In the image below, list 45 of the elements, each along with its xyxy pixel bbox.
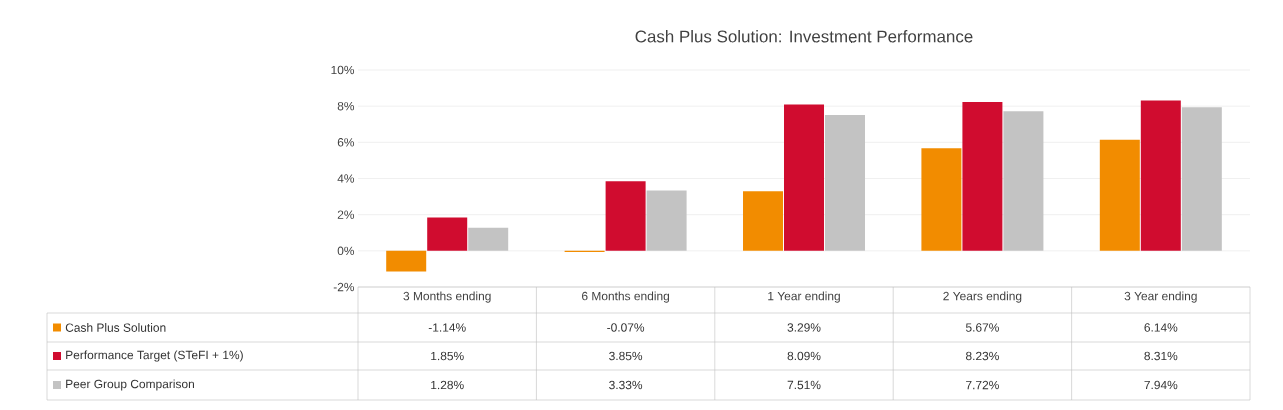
data-label: 3.85% [609,351,643,361]
bar [921,148,962,251]
y-tick-label: 10% [331,65,355,75]
bar [646,190,687,251]
x-tick-label: 2 Years ending [943,291,1022,303]
data-label: 3.29% [787,323,821,332]
bar [962,102,1003,251]
legend-label: Peer Group Comparison [66,379,194,391]
legend-label: Performance Target (STeFI + 1%) [66,350,243,362]
data-label: 8.23% [965,351,999,361]
data-label: 6.14% [1144,323,1178,332]
bar [386,250,427,272]
bar [1099,139,1140,251]
y-tick-label: 0% [337,246,355,256]
bar [468,227,509,251]
bar [1140,100,1181,251]
y-tick-label: 8% [337,101,355,111]
data-label: 3.33% [609,380,643,390]
data-label: 1.28% [431,380,464,390]
bar [427,217,468,251]
x-tick-label: 3 Year ending [1124,291,1197,303]
y-tick-label: 6% [337,138,355,147]
data-label: 7.94% [1144,380,1178,390]
data-label: 8.09% [787,351,821,361]
y-tick-label: -2% [333,282,355,292]
data-label: 1.85% [431,351,464,361]
legend-label: Cash Plus Solution [65,323,166,332]
x-tick-label: 6 Months ending [582,291,670,303]
bar [605,181,646,251]
bar [825,115,866,251]
data-label: 7.72% [966,380,999,390]
data-label: 8.31% [1144,351,1178,361]
data-label: 7.51% [787,380,821,390]
x-tick-label: 3 Months ending [403,291,491,303]
y-tick-label: 4% [337,174,355,183]
x-tick-label: 1 Year ending [768,291,840,303]
data-label: -0.07% [607,323,645,332]
y-tick-label: 2% [337,210,355,219]
bar [743,191,784,251]
chart-title: Cash Plus Solution: Investment Performance [635,30,973,43]
bar [784,104,825,251]
bar [1003,111,1044,251]
bar [1181,107,1222,251]
data-label: -1.14% [428,323,466,332]
data-label: 5.67% [965,323,999,332]
